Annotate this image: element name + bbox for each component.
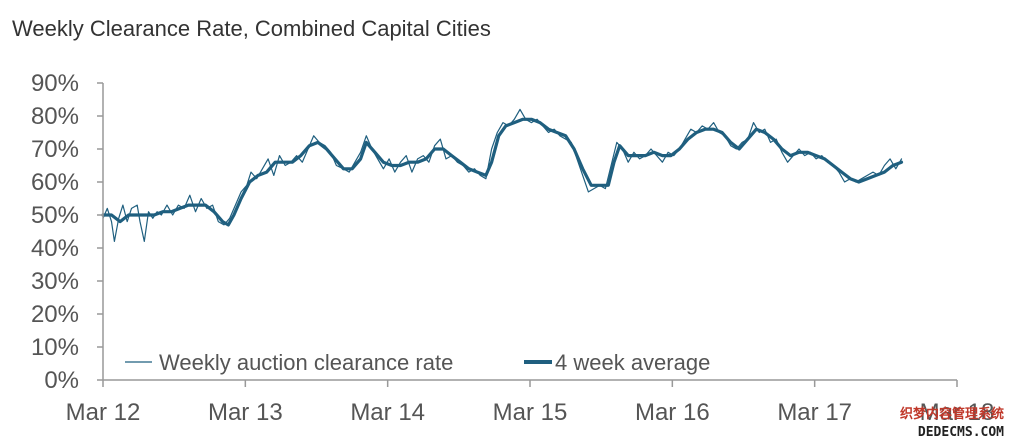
y-tick-label: 50% (31, 202, 79, 229)
x-tick-label: Mar 16 (635, 399, 710, 426)
x-tick-label: Mar 18 (920, 399, 995, 426)
legend-average-label: 4 week average (555, 350, 710, 375)
x-tick-label: Mar 17 (777, 399, 852, 426)
x-tick-label: Mar 15 (493, 399, 568, 426)
y-tick-label: 40% (31, 235, 79, 262)
watermark-line-1: 织梦内容管理系统 (899, 407, 1004, 422)
x-tick-label: Mar 14 (350, 399, 425, 426)
x-tick-label: Mar 13 (208, 399, 283, 426)
legend-weekly-label: Weekly auction clearance rate (159, 350, 453, 375)
series-4-week-average-line (101, 117, 904, 227)
y-tick-label: 30% (31, 268, 79, 295)
x-tick-label: Mar 12 (66, 399, 141, 426)
y-tick-label: 90% (31, 70, 79, 97)
watermark-line-2: DEDECMS.COM (917, 425, 1004, 440)
y-tick-label: 80% (31, 103, 79, 130)
y-tick-label: 10% (31, 334, 79, 361)
watermark: 织梦内容管理系统 DEDECMS.COM (900, 406, 1004, 442)
chart-title: Weekly Clearance Rate, Combined Capital … (12, 16, 491, 41)
y-tick-label: 70% (31, 136, 79, 163)
y-tick-label: 20% (31, 301, 79, 328)
y-tick-label: 0% (44, 367, 79, 394)
series-weekly-clearance-line (102, 108, 903, 242)
y-tick-label: 60% (31, 169, 79, 196)
